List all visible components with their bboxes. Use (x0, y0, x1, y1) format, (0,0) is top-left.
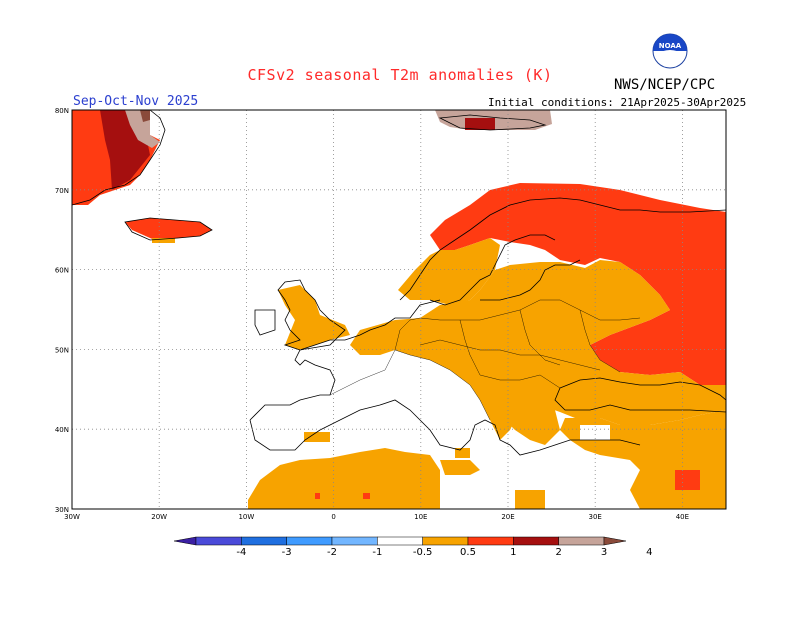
colorbar-swatch (422, 536, 469, 546)
longitude-label: 40E (676, 513, 689, 521)
colorbar-label: -3 (281, 547, 292, 558)
longitude-label: 30W (64, 513, 80, 521)
colorbar-label: -2 (327, 547, 337, 558)
latitude-label: 50N (55, 346, 69, 354)
colorbar-label: -4 (236, 547, 247, 558)
coastlines (71, 109, 727, 456)
colorbar-label: 2 (555, 547, 562, 558)
colorbar-label: -0.5 (412, 547, 433, 558)
colorbar-label: 4 (646, 547, 653, 558)
colorbar-min-arrow (173, 536, 197, 546)
colorbar-label: -1 (372, 547, 383, 558)
latitude-label: 60N (55, 267, 69, 275)
colorbar-label: 1 (510, 547, 517, 558)
longitude-label: 20W (151, 513, 167, 521)
map-title: CFSv2 seasonal T2m anomalies (K) (247, 66, 553, 84)
country-borders (329, 299, 641, 421)
initial-conditions-label: Initial conditions: 21Apr2025-30Apr2025 (488, 96, 747, 109)
colorbar-max-arrow (603, 536, 627, 546)
latitude-label: 70N (55, 187, 69, 195)
noaa-logo: NOAA (652, 33, 688, 69)
svg-text:NOAA: NOAA (659, 42, 682, 50)
longitude-label: 10W (238, 513, 254, 521)
map-frame (71, 109, 727, 510)
colorbar-swatch (286, 536, 333, 546)
colorbar-label: 3 (600, 547, 608, 558)
anomaly-shading (72, 110, 726, 509)
colorbar-swatch (241, 536, 287, 546)
agency-label: NWS/NCEP/CPC (614, 77, 716, 93)
colorbar-label: 0.5 (460, 547, 476, 558)
colorbar-swatch (331, 536, 378, 546)
longitude-label: 30E (589, 513, 602, 521)
colorbar-swatch (513, 536, 559, 546)
latitude-label: 40N (55, 426, 69, 434)
colorbar-swatch (467, 536, 514, 546)
latitude-label: 30N (55, 506, 69, 514)
longitude-label: 0 (331, 513, 335, 521)
latitude-label: 80N (55, 107, 69, 115)
longitude-label: 20E (501, 513, 514, 521)
colorbar-swatch (377, 536, 423, 546)
season-label: Sep-Oct-Nov 2025 (73, 94, 199, 109)
colorbar-swatch (558, 536, 605, 546)
colorbar-swatch (195, 536, 242, 546)
longitude-label: 10E (414, 513, 427, 521)
colorbar (173, 536, 627, 546)
